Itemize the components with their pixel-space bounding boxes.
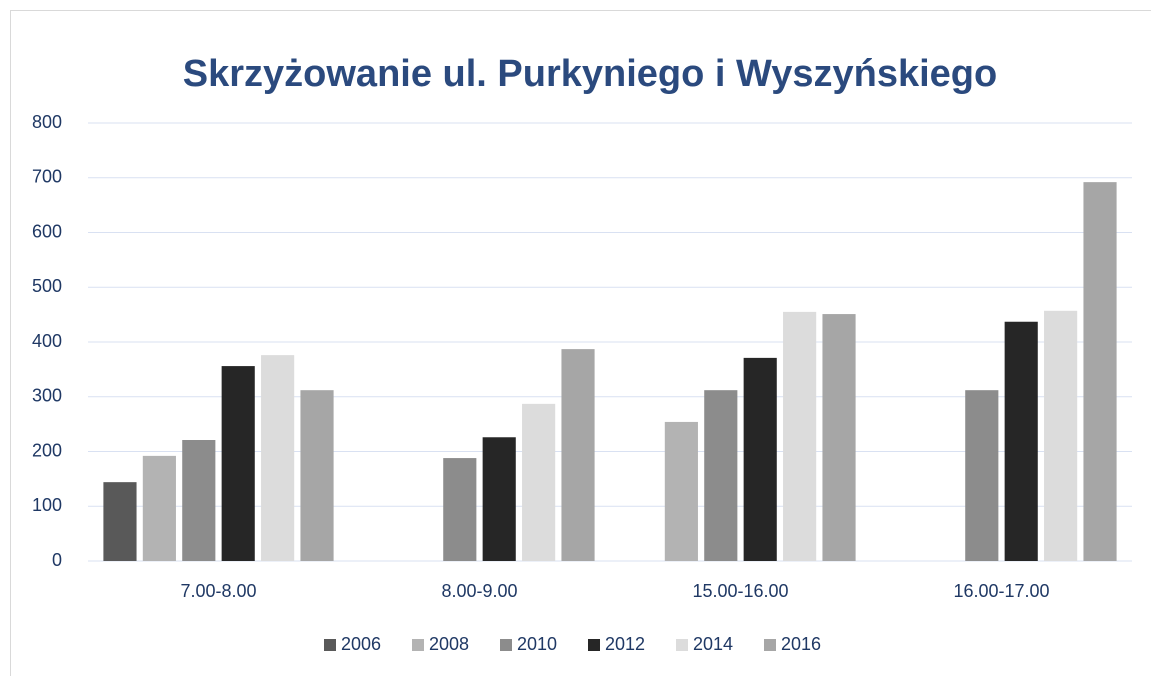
legend-swatch: [324, 639, 336, 651]
bar: [664, 421, 698, 561]
y-tick-label: 800: [32, 112, 62, 132]
y-tick-label: 600: [32, 221, 62, 241]
x-tick-label: 8.00-9.00: [441, 581, 517, 601]
bar: [561, 349, 595, 561]
legend-swatch: [764, 639, 776, 651]
legend-swatch: [500, 639, 512, 651]
x-tick-label: 15.00-16.00: [692, 581, 788, 601]
bar: [1083, 182, 1117, 561]
bar: [482, 437, 516, 561]
bar: [103, 482, 137, 561]
y-tick-label: 400: [32, 331, 62, 351]
bar: [704, 390, 738, 561]
y-tick-label: 700: [32, 167, 62, 187]
y-tick-label: 0: [52, 550, 62, 570]
legend-label: 2010: [517, 634, 557, 654]
x-tick-label: 7.00-8.00: [180, 581, 256, 601]
bar: [182, 440, 216, 561]
legend-swatch: [412, 639, 424, 651]
chart-border: [10, 10, 1151, 676]
bar: [443, 458, 477, 561]
bar: [822, 314, 856, 561]
bar: [522, 403, 556, 561]
bar: [221, 366, 255, 561]
legend-label: 2012: [605, 634, 645, 654]
bar: [142, 455, 176, 561]
legend-swatch: [588, 639, 600, 651]
legend-label: 2008: [429, 634, 469, 654]
y-tick-label: 300: [32, 386, 62, 406]
legend-label: 2006: [341, 634, 381, 654]
y-tick-label: 500: [32, 276, 62, 296]
bar: [1004, 321, 1038, 561]
chart-title: Skrzyżowanie ul. Purkyniego i Wyszyńskie…: [183, 53, 997, 95]
bar: [965, 390, 999, 561]
bar: [1044, 310, 1078, 561]
y-tick-label: 200: [32, 440, 62, 460]
legend-swatch: [676, 639, 688, 651]
y-tick-label: 100: [32, 495, 62, 515]
legend-label: 2016: [781, 634, 821, 654]
x-tick-label: 16.00-17.00: [953, 581, 1049, 601]
bar: [743, 357, 777, 561]
bar: [261, 355, 295, 561]
bar: [783, 311, 817, 561]
bar: [300, 390, 334, 561]
legend-label: 2014: [693, 634, 733, 654]
